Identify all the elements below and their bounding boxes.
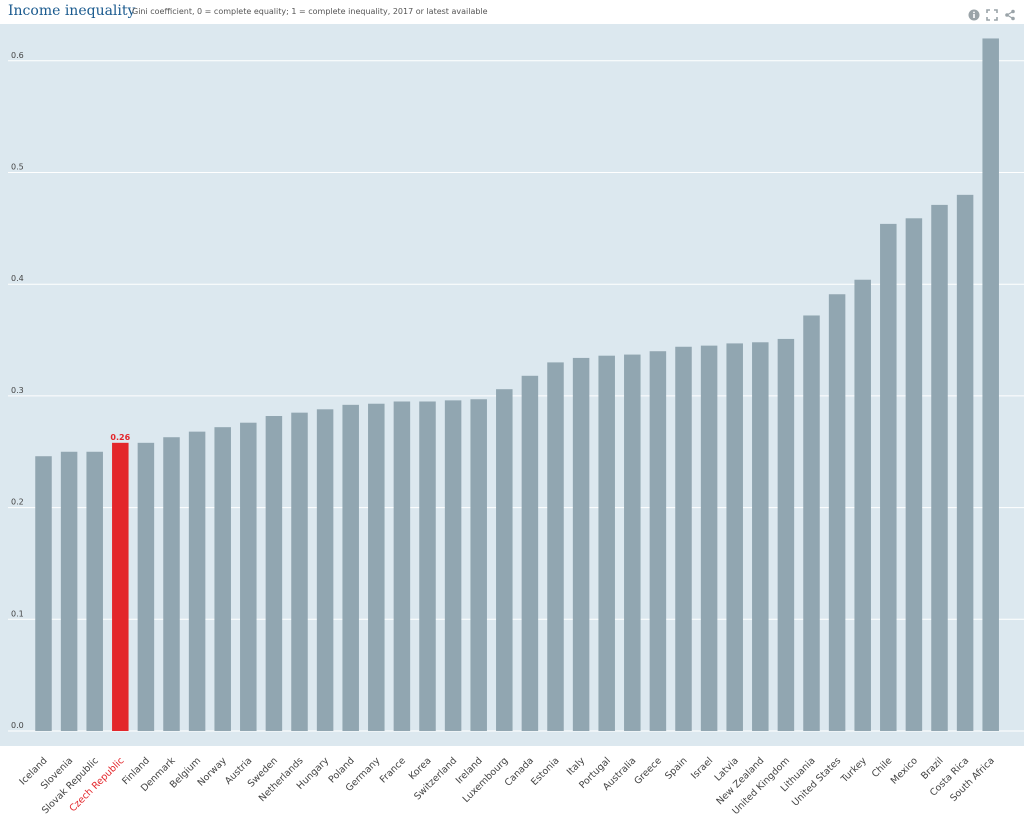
toolbar-icons bbox=[968, 5, 1016, 21]
bar bbox=[521, 375, 539, 731]
bar bbox=[649, 351, 667, 731]
y-tick-label: 0.2 bbox=[11, 498, 24, 507]
bar bbox=[316, 409, 334, 731]
bar bbox=[905, 218, 923, 731]
bar bbox=[675, 346, 692, 731]
bar bbox=[803, 315, 820, 731]
x-tick-label: Spain bbox=[663, 755, 690, 782]
bar bbox=[60, 451, 78, 731]
y-tick-label: 0.1 bbox=[11, 609, 24, 618]
bar bbox=[828, 294, 846, 731]
x-tick-label: Estonia bbox=[529, 755, 562, 788]
bar bbox=[982, 38, 999, 731]
bar-chart: 0.00.10.20.30.40.50.6IcelandSloveniaSlov… bbox=[0, 24, 1024, 817]
bar bbox=[368, 403, 385, 731]
y-tick-label: 0.6 bbox=[11, 51, 24, 60]
fullscreen-icon[interactable] bbox=[986, 6, 998, 21]
y-tick-label: 0.0 bbox=[11, 721, 24, 730]
bar bbox=[700, 345, 718, 731]
share-icon[interactable] bbox=[1004, 6, 1016, 21]
bar bbox=[547, 362, 564, 731]
x-tick-label: France bbox=[378, 755, 408, 785]
x-tick-label: Norway bbox=[196, 755, 230, 789]
chart-subtitle: Gini coefficient, 0 = complete equality;… bbox=[132, 7, 488, 16]
x-tick-label: Canada bbox=[503, 755, 536, 788]
x-tick-label: Israel bbox=[689, 755, 715, 781]
bar bbox=[393, 401, 411, 731]
bar bbox=[342, 404, 359, 731]
y-tick-label: 0.5 bbox=[11, 163, 24, 172]
bar bbox=[752, 342, 769, 731]
bar bbox=[880, 223, 897, 731]
chart-header: Income inequality Gini coefficient, 0 = … bbox=[0, 0, 1024, 24]
bar bbox=[598, 355, 615, 731]
bar bbox=[291, 412, 308, 731]
bar bbox=[265, 416, 283, 731]
x-tick-label: Italy bbox=[565, 755, 588, 778]
bar bbox=[572, 357, 590, 731]
bar bbox=[188, 431, 206, 731]
bar bbox=[137, 442, 155, 731]
x-tick-label: Turkey bbox=[838, 755, 869, 786]
bar bbox=[444, 400, 462, 731]
chart-title: Income inequality bbox=[8, 3, 136, 19]
bar bbox=[214, 427, 231, 731]
bar bbox=[419, 401, 436, 731]
bar bbox=[112, 442, 129, 731]
bar bbox=[931, 204, 948, 731]
info-icon[interactable] bbox=[968, 6, 980, 21]
bar bbox=[726, 343, 743, 731]
x-tick-label: Greece bbox=[632, 755, 664, 787]
bar bbox=[163, 437, 180, 731]
bar bbox=[35, 456, 52, 731]
bar bbox=[240, 422, 257, 731]
bar bbox=[86, 451, 103, 731]
y-tick-label: 0.3 bbox=[11, 386, 24, 395]
x-tick-label: Mexico bbox=[889, 755, 920, 786]
y-tick-label: 0.4 bbox=[11, 274, 24, 283]
bar bbox=[777, 338, 795, 731]
bar bbox=[956, 194, 974, 732]
bar bbox=[470, 399, 487, 731]
bar bbox=[496, 389, 513, 731]
bar bbox=[624, 354, 641, 731]
data-label: 0.26 bbox=[110, 433, 130, 442]
bar bbox=[854, 279, 871, 731]
